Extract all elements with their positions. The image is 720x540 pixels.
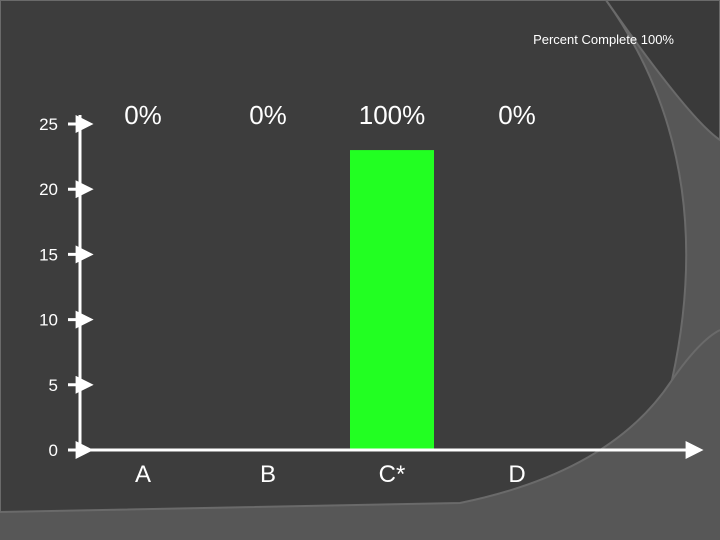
y-tick-label: 0 [49, 441, 58, 460]
y-tick-label: 20 [39, 180, 58, 199]
category-label: A [135, 461, 151, 488]
y-tick-label: 10 [39, 311, 58, 330]
category-label: C* [379, 461, 406, 488]
bar-c [350, 150, 434, 450]
value-label: 0% [498, 100, 536, 130]
percent-complete-label: Percent Complete 100% [533, 32, 674, 47]
y-tick-label: 5 [49, 376, 58, 395]
value-label: 0% [249, 100, 287, 130]
value-label: 100% [359, 100, 426, 130]
category-label: B [260, 461, 276, 488]
category-label: D [508, 461, 525, 488]
y-tick-label: 25 [39, 115, 58, 134]
value-label: 0% [124, 100, 162, 130]
y-tick-label: 15 [39, 245, 58, 264]
